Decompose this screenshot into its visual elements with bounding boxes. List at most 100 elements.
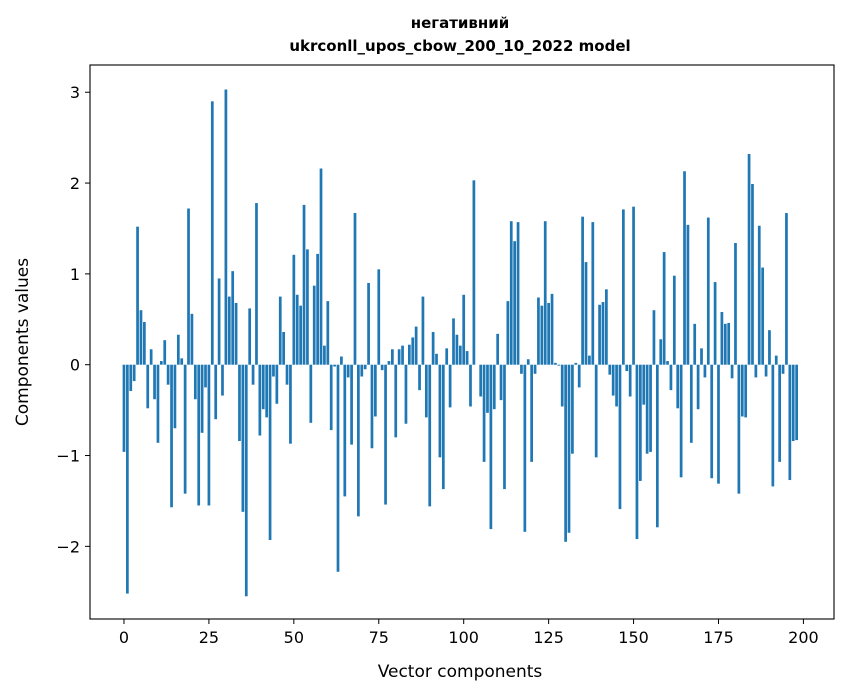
bar-9 bbox=[153, 364, 156, 400]
bar-185 bbox=[751, 183, 754, 365]
bar-49 bbox=[289, 364, 292, 444]
bar-131 bbox=[567, 364, 571, 533]
bar-91 bbox=[431, 332, 435, 365]
bar-119 bbox=[526, 359, 530, 365]
bar-144 bbox=[611, 364, 615, 396]
bar-58 bbox=[319, 168, 323, 365]
chart-title-line2: ukrconll_upos_cbow_200_10_2022 model bbox=[289, 37, 630, 55]
bar-82 bbox=[401, 345, 404, 365]
bar-170 bbox=[700, 348, 703, 365]
bar-61 bbox=[329, 364, 333, 431]
bar-129 bbox=[560, 364, 564, 407]
bar-26 bbox=[210, 101, 214, 365]
bar-148 bbox=[625, 364, 629, 372]
bar-56 bbox=[312, 285, 316, 365]
bar-48 bbox=[285, 364, 289, 385]
bar-45 bbox=[275, 364, 279, 404]
bar-24 bbox=[204, 364, 207, 388]
bar-168 bbox=[693, 323, 697, 365]
bar-160 bbox=[666, 361, 669, 365]
bar-16 bbox=[176, 334, 180, 365]
bar-106 bbox=[482, 364, 486, 462]
bar-125 bbox=[547, 302, 550, 365]
bar-110 bbox=[496, 333, 500, 365]
bar-74 bbox=[374, 364, 377, 417]
bar-5 bbox=[139, 310, 143, 365]
bar-124 bbox=[543, 221, 547, 365]
bar-136 bbox=[584, 262, 588, 365]
bar-165 bbox=[683, 171, 686, 365]
bar-128 bbox=[557, 364, 561, 366]
bar-11 bbox=[159, 361, 163, 365]
bar-39 bbox=[255, 203, 258, 365]
bar-172 bbox=[706, 217, 710, 365]
bar-195 bbox=[785, 213, 788, 365]
bar-141 bbox=[601, 302, 605, 365]
bar-50 bbox=[292, 254, 296, 365]
bar-76 bbox=[380, 364, 384, 371]
bar-73 bbox=[370, 364, 374, 449]
bar-162 bbox=[672, 275, 676, 365]
bar-187 bbox=[757, 225, 761, 365]
bar-179 bbox=[730, 364, 734, 379]
bar-13 bbox=[166, 364, 170, 385]
bar-113 bbox=[506, 301, 510, 365]
bar-139 bbox=[594, 364, 598, 458]
bar-23 bbox=[200, 364, 204, 433]
bar-108 bbox=[489, 364, 493, 530]
bar-189 bbox=[764, 364, 768, 377]
bar-0 bbox=[122, 364, 126, 452]
bar-159 bbox=[662, 252, 666, 365]
bar-177 bbox=[723, 323, 727, 365]
bar-173 bbox=[710, 364, 714, 479]
bar-86 bbox=[414, 326, 418, 365]
bar-181 bbox=[737, 364, 741, 494]
bar-103 bbox=[472, 180, 476, 365]
bar-155 bbox=[649, 364, 652, 452]
bar-175 bbox=[717, 364, 720, 484]
bar-71 bbox=[363, 364, 367, 370]
bar-18 bbox=[183, 364, 187, 494]
bar-89 bbox=[424, 364, 428, 418]
bar-10 bbox=[156, 364, 160, 443]
bar-69 bbox=[357, 364, 360, 517]
bar-197 bbox=[791, 364, 795, 441]
bar-188 bbox=[761, 267, 765, 365]
bar-147 bbox=[622, 209, 625, 365]
bar-105 bbox=[479, 364, 483, 397]
bar-178 bbox=[727, 322, 731, 365]
bar-52 bbox=[299, 305, 302, 365]
bar-97 bbox=[452, 318, 455, 365]
bar-156 bbox=[652, 310, 656, 365]
bar-126 bbox=[550, 293, 554, 365]
bar-142 bbox=[605, 289, 608, 365]
bar-41 bbox=[261, 364, 265, 410]
bar-30 bbox=[224, 89, 228, 365]
bar-34 bbox=[238, 364, 241, 441]
bar-92 bbox=[435, 353, 438, 365]
bar-66 bbox=[346, 364, 350, 378]
bar-25 bbox=[207, 364, 211, 506]
y-tick-label: 0 bbox=[70, 356, 80, 375]
bar-143 bbox=[608, 364, 612, 375]
bar-140 bbox=[598, 304, 601, 365]
bar-134 bbox=[577, 364, 581, 388]
bar-12 bbox=[163, 340, 167, 365]
bar-127 bbox=[554, 362, 557, 365]
bar-38 bbox=[251, 364, 255, 385]
bar-166 bbox=[686, 224, 690, 365]
bar-22 bbox=[197, 364, 201, 506]
bar-77 bbox=[384, 364, 387, 505]
bar-6 bbox=[143, 322, 146, 365]
bar-3 bbox=[132, 364, 136, 382]
bar-116 bbox=[516, 222, 520, 365]
bar-57 bbox=[316, 253, 319, 365]
bar-176 bbox=[720, 312, 724, 365]
bar-81 bbox=[397, 349, 401, 365]
bar-192 bbox=[774, 355, 778, 365]
y-tick-label: 1 bbox=[70, 265, 80, 284]
bar-112 bbox=[503, 364, 506, 490]
bar-65 bbox=[343, 364, 347, 497]
bar-19 bbox=[187, 208, 190, 365]
bar-123 bbox=[540, 305, 544, 365]
